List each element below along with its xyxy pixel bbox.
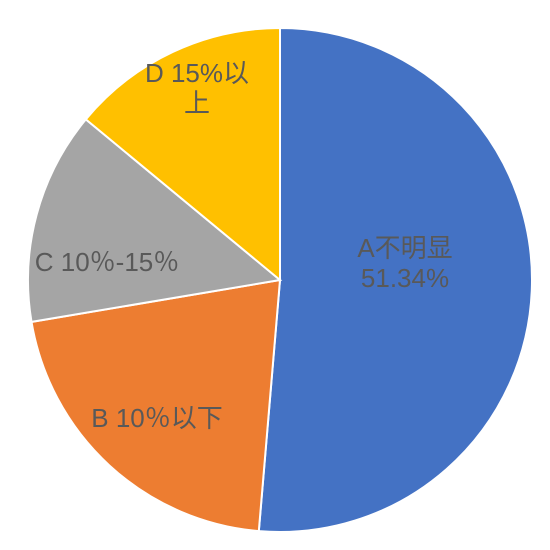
pie-label-b: B 10％以下 xyxy=(91,403,223,433)
pie-label-c: C 10％-15％ xyxy=(35,247,180,277)
pie-chart: A不明显51.34%B 10％以下C 10％-15％D 15%以上 xyxy=(0,0,550,550)
pie-label-a: A不明显51.34% xyxy=(357,233,452,293)
pie-chart-svg: A不明显51.34%B 10％以下C 10％-15％D 15%以上 xyxy=(0,0,550,550)
